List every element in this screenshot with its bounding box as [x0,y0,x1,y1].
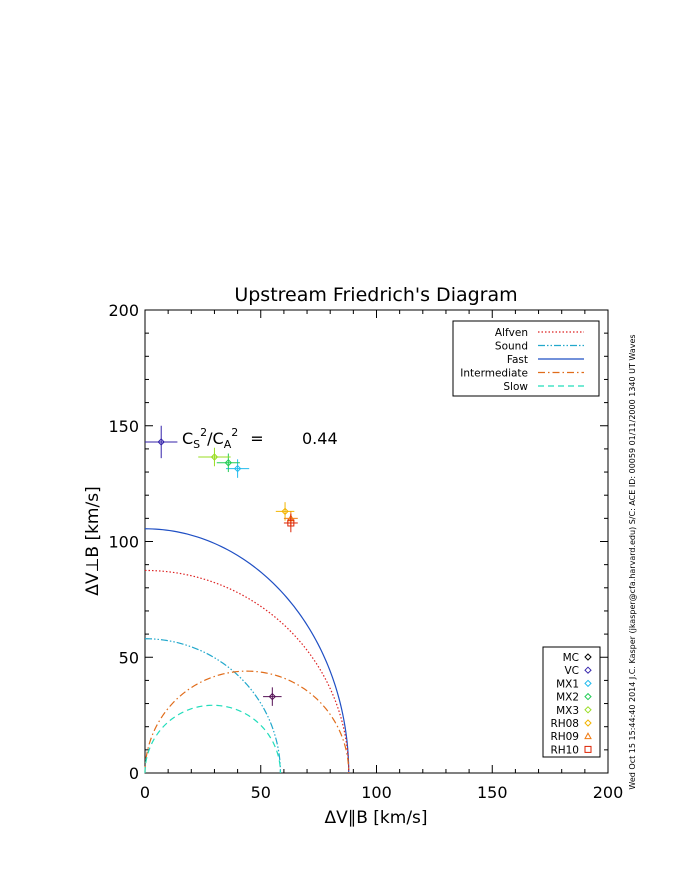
y-tick-label: 100 [108,533,139,552]
points-legend-marker [584,745,592,753]
point-mx2 [224,459,233,467]
curves-group [144,528,350,774]
points-legend-marker [584,692,592,701]
points-legend-marker [584,666,592,674]
slow-curve [144,704,282,774]
ratio-value: 0.44 [302,429,338,448]
ratio-cs-sub: S [193,438,200,451]
sound-curve [144,638,282,774]
curves-legend-label: Intermediate [460,368,528,380]
point-mx3 [210,453,219,461]
x-tick-label: 200 [593,783,624,802]
intermediate-curve [144,670,350,774]
points-legend-label: RH08 [550,718,579,730]
curves-legend-label: Alfven [495,327,528,339]
axis-ticks: 0 50 100 150 200 0 50 100 150 200 [108,301,623,802]
y-axis-label: ΔV⊥B [km/s] [83,486,103,595]
ratio-cs: C [182,429,193,448]
point-rh10 [287,519,295,527]
points-legend-label: MX3 [556,705,579,717]
ratio-ca-sub: A [224,438,232,451]
ratio-equals: = [250,429,263,448]
ratio-ca: C [213,429,224,448]
x-axis-label: ΔV∥B [km/s] [324,808,427,828]
x-tick-label: 0 [140,783,150,802]
point-mx1 [233,464,242,473]
points-legend-label: MX2 [556,692,579,704]
points-legend-marker [584,653,592,661]
y-tick-label: 50 [119,648,139,667]
fast-curve [144,528,350,774]
points-legend-label: RH09 [550,731,579,743]
ratio-slash: / [207,429,213,448]
points-legend-label: RH10 [550,744,579,756]
chart-title: Upstream Friedrich's Diagram [234,284,517,306]
point-vc [157,438,165,446]
points-legend-marker [584,719,592,727]
x-tick-label: 100 [361,783,392,802]
points-legend-marker [584,706,592,714]
y-tick-label: 150 [108,417,139,436]
y-tick-label: 0 [129,764,139,783]
point-mc [268,692,277,701]
x-tick-label: 150 [477,783,508,802]
ratio-ca-sup: 2 [231,426,238,439]
x-tick-label: 50 [251,783,271,802]
curves-legend-label: Sound [495,341,528,353]
point-rh08 [281,507,289,516]
side-caption: Wed Oct 15 15:44:40 2014 J.C. Kasper (jk… [628,334,637,789]
curves-legend-label: Slow [503,381,528,393]
y-tick-label: 200 [108,301,139,320]
points-legend-marker [584,732,592,740]
points-legend-label: VC [564,665,579,677]
ratio-cs-sup: 2 [200,426,207,439]
points-legend-label: MX1 [556,678,579,690]
points-legend-label: MC [563,652,579,664]
curves-legend-label: Fast [507,354,528,366]
points-legend-marker [584,679,592,688]
alfven-curve [144,569,350,774]
points-group [145,425,298,706]
ratio-annotation: CS2/CA2 = 0.44 [182,426,338,451]
